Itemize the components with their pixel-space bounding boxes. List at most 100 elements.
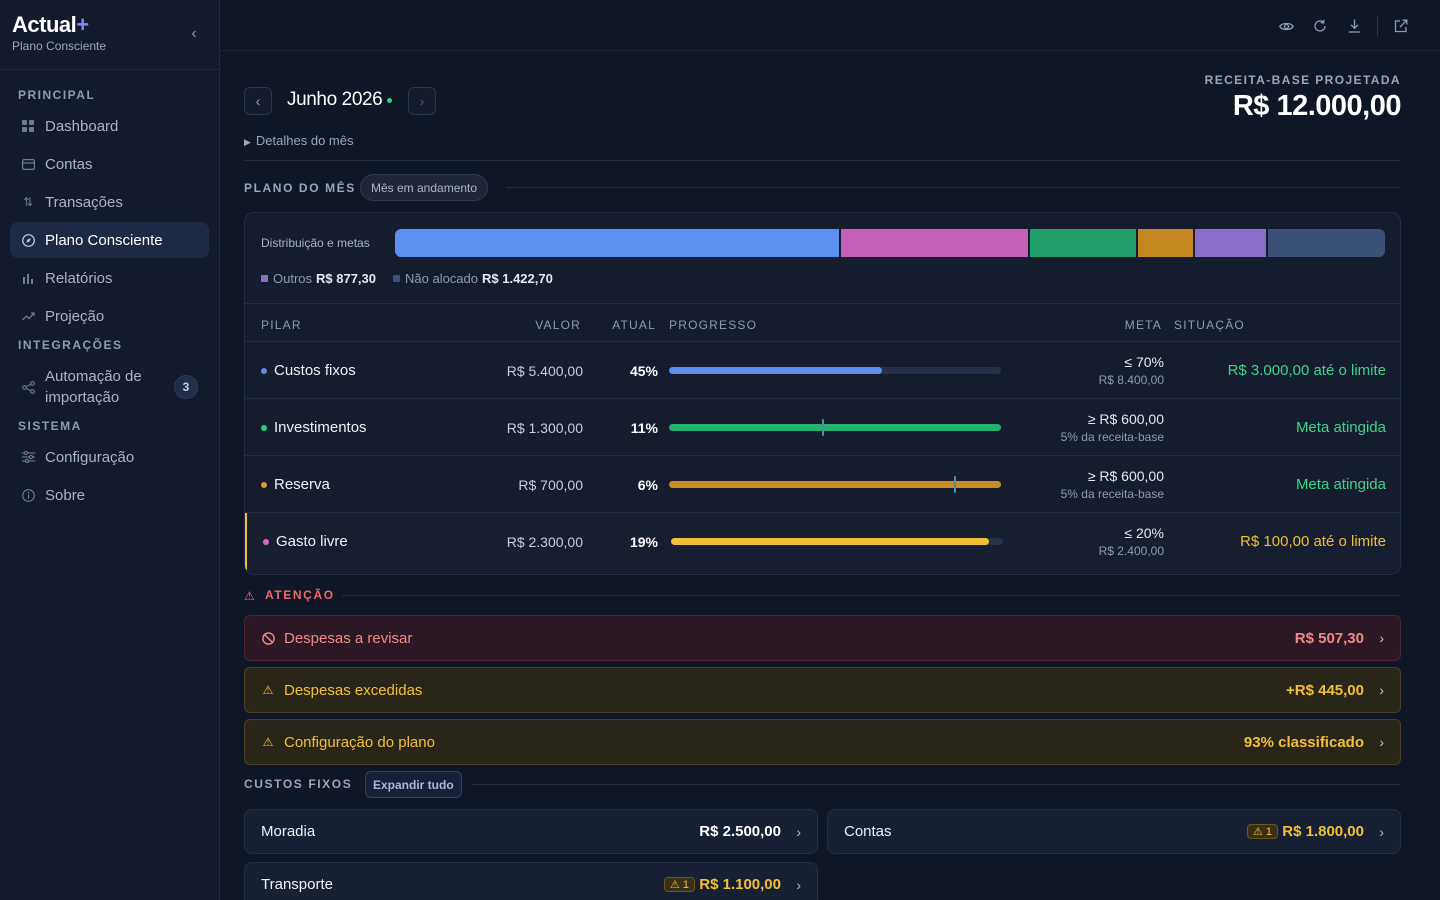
pilar-valor: R$ 1.300,00 — [506, 419, 583, 436]
current-month-dot — [387, 98, 393, 103]
receita-base-value: R$ 12.000,00 — [1232, 90, 1402, 122]
topbar — [220, 0, 1440, 51]
sidebar-item-contas[interactable]: Contas — [10, 146, 209, 182]
month-details-toggle[interactable]: ▶ Detalhes do mês — [244, 133, 354, 148]
attention-item[interactable]: ⚠ Despesas excedidas +R$ 445,00 › — [244, 667, 1401, 713]
warning-count-badge: ⚠ 1 — [663, 877, 695, 892]
pilar-situacao: R$ 3.000,00 até o limite — [1227, 362, 1386, 379]
pilar-name: Reserva — [261, 456, 330, 513]
section-principal: PRINCIPAL — [18, 88, 96, 102]
receita-base-label: RECEITA-BASE PROJETADA — [1204, 73, 1401, 87]
sidebar-item-plano-consciente[interactable]: Plano Consciente — [10, 222, 209, 258]
attention-label: Configuração do plano — [284, 733, 435, 751]
section-divider — [472, 784, 1401, 785]
pilar-valor: R$ 2.300,00 — [506, 533, 583, 550]
legend-swatch — [393, 275, 400, 282]
col-header-progresso: PROGRESSO — [669, 318, 758, 332]
progress-fill — [669, 481, 1001, 488]
attention-value: +R$ 445,00 — [1286, 681, 1364, 699]
sidebar-item-label: Projeção — [45, 307, 105, 325]
pilar-name: Custos fixos — [261, 342, 356, 399]
grid-icon — [21, 119, 35, 133]
sidebar-item-label: Contas — [45, 155, 93, 173]
download-icon[interactable] — [1345, 17, 1363, 35]
pilar-atual: 19% — [629, 533, 658, 550]
table-row[interactable]: Custos fixos R$ 5.400,00 45% ≤ 70% R$ 8.400,… — [245, 342, 1400, 399]
category-value: R$ 1.100,00 — [699, 876, 781, 893]
caret-right-icon: ▶ — [244, 137, 251, 147]
bar-chart-icon — [21, 271, 35, 285]
sidebar-item-sobre[interactable]: Sobre — [10, 477, 209, 513]
chevron-right-icon: › — [1379, 823, 1384, 840]
target-marker — [821, 419, 824, 436]
attention-item[interactable]: ⚠ Configuração do plano 93% classificado › — [244, 719, 1401, 765]
attention-item[interactable]: Despesas a revisar R$ 507,30 › — [244, 615, 1401, 661]
pilar-atual: 6% — [637, 476, 658, 493]
section-sistema: SISTEMA — [18, 419, 82, 433]
info-icon — [21, 488, 35, 502]
arrows-up-down-icon: ⇅ — [22, 195, 34, 209]
external-link-icon[interactable] — [1392, 17, 1410, 35]
trending-up-icon — [21, 309, 35, 323]
table-row[interactable]: Gasto livre R$ 2.300,00 19% ≤ 20% R$ 2.400,0… — [245, 513, 1400, 570]
collapse-sidebar-chevron-left-icon[interactable]: ‹ — [191, 25, 197, 42]
distribution-segment — [840, 229, 1031, 257]
card-divider — [245, 341, 1400, 342]
distribution-segment — [1195, 229, 1268, 257]
progress-fill — [669, 367, 883, 374]
pilar-situacao: R$ 100,00 até o limite — [1240, 533, 1386, 550]
row-divider — [245, 512, 1400, 513]
sidebar-item-label: Configuração — [45, 448, 135, 466]
pilar-dot — [263, 538, 269, 545]
fixed-cost-category[interactable]: Moradia R$ 2.500,00 › — [244, 809, 818, 854]
pilar-meta: ≥ R$ 600,00 5% da receita-base — [1060, 468, 1164, 501]
distribution-segment — [395, 229, 841, 257]
section-divider — [506, 187, 1401, 188]
pilar-atual: 11% — [630, 419, 658, 436]
pilar-name: Investimentos — [261, 399, 367, 456]
credit-card-icon — [21, 157, 35, 171]
row-divider — [245, 398, 1400, 399]
sidebar-item-projecao[interactable]: Projeção — [10, 298, 209, 334]
legend-swatch — [261, 275, 268, 282]
fixed-cost-category[interactable]: Transporte ⚠ 1 R$ 1.100,00 › — [244, 862, 818, 900]
refresh-icon[interactable] — [1311, 17, 1329, 35]
distribution-segment — [1137, 229, 1196, 257]
custos-fixos-section-title: CUSTOS FIXOS — [244, 777, 353, 791]
attention-label: Despesas a revisar — [284, 629, 413, 647]
pilar-dot — [261, 424, 267, 431]
warning-triangle-icon: ⚠ — [244, 589, 255, 603]
warning-count-badge: ⚠ 1 — [1246, 824, 1278, 839]
chevron-right-icon: › — [796, 876, 801, 893]
progress-fill — [669, 424, 1001, 431]
prev-month-button[interactable]: ‹ — [244, 87, 272, 115]
legend-nao-alocado: Não alocado R$ 1.422,70 — [393, 271, 553, 286]
chevron-right-icon: › — [796, 823, 801, 840]
table-row[interactable]: Investimentos R$ 1.300,00 11% ≥ R$ 600,00 5%… — [245, 399, 1400, 456]
sidebar-item-automacao-importacao[interactable]: Automação de importação 3 — [10, 365, 209, 409]
table-row[interactable]: Reserva R$ 700,00 6% ≥ R$ 600,00 5% da recei… — [245, 456, 1400, 513]
sidebar-item-transacoes[interactable]: ⇅ Transações — [10, 184, 209, 220]
brand-divider — [0, 69, 219, 70]
plano-section-title: PLANO DO MÊS — [244, 181, 356, 195]
share-nodes-icon — [21, 380, 35, 394]
progress-bar — [669, 476, 1001, 493]
eye-icon[interactable] — [1277, 17, 1295, 35]
pilar-atual: 45% — [629, 362, 658, 379]
expand-all-button[interactable]: Expandir tudo — [365, 771, 462, 798]
sidebar-item-dashboard[interactable]: Dashboard — [10, 108, 209, 144]
brand-name: Actual+ — [12, 12, 89, 37]
distribution-segment — [1030, 229, 1138, 257]
col-header-atual: ATUAL — [612, 318, 656, 332]
fixed-cost-category[interactable]: Contas ⚠ 1 R$ 1.800,00 › — [827, 809, 1401, 854]
divider — [244, 160, 1401, 161]
category-label: Moradia — [261, 823, 316, 840]
sidebar-item-configuracao[interactable]: Configuração — [10, 439, 209, 475]
next-month-button[interactable]: › — [408, 87, 436, 115]
col-header-valor: VALOR — [535, 318, 581, 332]
category-value: R$ 1.800,00 — [1282, 823, 1364, 840]
progress-bar — [671, 538, 1003, 545]
pilar-valor: R$ 700,00 — [518, 476, 583, 493]
sidebar-item-relatorios[interactable]: Relatórios — [10, 260, 209, 296]
category-value: R$ 2.500,00 — [699, 823, 781, 840]
